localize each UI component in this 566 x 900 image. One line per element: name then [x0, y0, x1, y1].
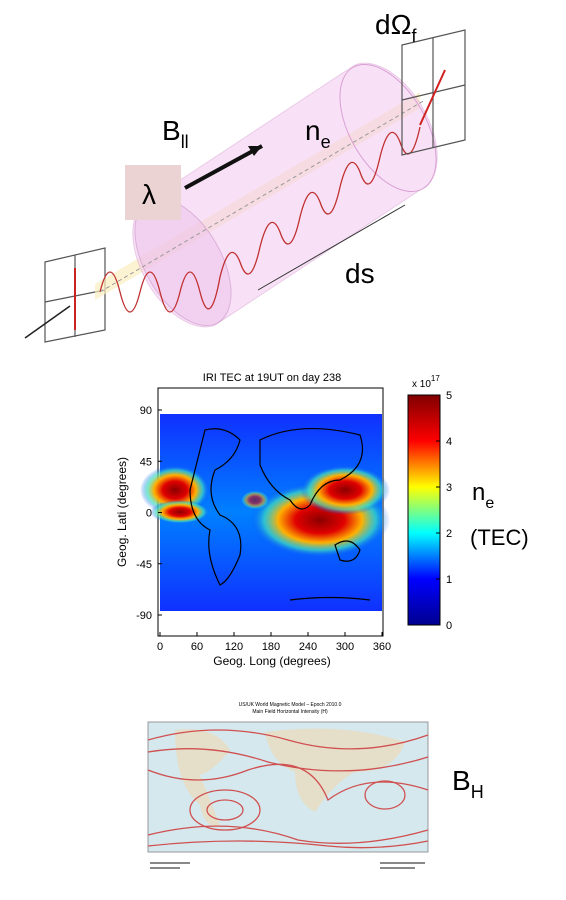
base: dΩ [375, 9, 412, 40]
colorbar-tick-label: 4 [446, 436, 452, 448]
side-unit: (TEC) [470, 525, 529, 550]
lambda-label: λ [142, 179, 156, 210]
field-arrow-head [248, 146, 262, 156]
output-frame [401, 29, 466, 156]
base: n [305, 115, 321, 146]
base: n [472, 479, 485, 506]
y-tick-label: -90 [136, 610, 152, 622]
colorbar-scale: x 1017 [412, 374, 440, 390]
colorbar-tick-label: 0 [446, 620, 452, 632]
x-tick-label: 60 [191, 641, 203, 653]
contours [147, 729, 429, 849]
colorbar-tick-label: 5 [446, 390, 452, 402]
x-tick-label: 300 [336, 641, 354, 653]
density-label: ne [305, 115, 331, 152]
ds-label: ds [345, 258, 375, 289]
base: B [162, 115, 181, 146]
sub: ll [181, 132, 189, 152]
ds-arrow [257, 204, 406, 291]
faraday-diagram: λ Bll ne dΩf ds [24, 9, 466, 343]
solid-angle-label: dΩf [375, 9, 418, 46]
footer-text [150, 862, 425, 869]
y-tick-label: -45 [136, 559, 152, 571]
input-arrow [24, 305, 71, 339]
sub: e [321, 132, 331, 152]
field-label: Bll [162, 115, 189, 152]
x-tick-label: 180 [262, 641, 280, 653]
x-tick-label: 120 [225, 641, 243, 653]
rotated-e-vector [419, 69, 446, 126]
x-tick-label: 0 [157, 641, 163, 653]
colorbar [407, 394, 441, 626]
cylinder [132, 62, 438, 328]
base: B [452, 765, 471, 796]
sub: f [412, 26, 418, 46]
lambda-box [125, 165, 181, 220]
x-axis-title: Geog. Long (degrees) [213, 654, 330, 668]
y-tick-label: 45 [140, 456, 152, 468]
sub: e [485, 495, 494, 512]
colorbar-tick-label: 1 [446, 574, 452, 586]
y-tick-label: 90 [140, 405, 152, 417]
exp: 17 [431, 374, 440, 383]
colorbar-tick-label: 3 [446, 482, 452, 494]
colorbar-tick-label: 2 [446, 528, 452, 540]
base: x 10 [412, 379, 431, 390]
sub: H [471, 782, 484, 802]
coastlines [189, 427, 371, 601]
tec-title: IRI TEC at 19UT on day 238 [203, 372, 341, 384]
side-label: BH [452, 765, 484, 802]
heat-bands [140, 465, 390, 558]
y-axis-title: Geog. Lati (degrees) [115, 457, 129, 567]
x-tick-label: 240 [299, 641, 317, 653]
field-subtitle: Main Field Horizontal Intensity (H) [252, 709, 328, 715]
side-label: ne [472, 479, 494, 512]
wave [99, 126, 421, 313]
x-tick-label: 360 [373, 641, 391, 653]
field-map: US/UK World Magnetic Model – Epoch 2010.… [147, 702, 484, 869]
tec-map: IRI TEC at 19UT on day 238 x 1017 Geog. … [115, 372, 529, 668]
field-title: US/UK World Magnetic Model – Epoch 2010.… [239, 702, 342, 708]
field-arrow [184, 144, 263, 190]
y-tick-label: 0 [146, 508, 152, 520]
